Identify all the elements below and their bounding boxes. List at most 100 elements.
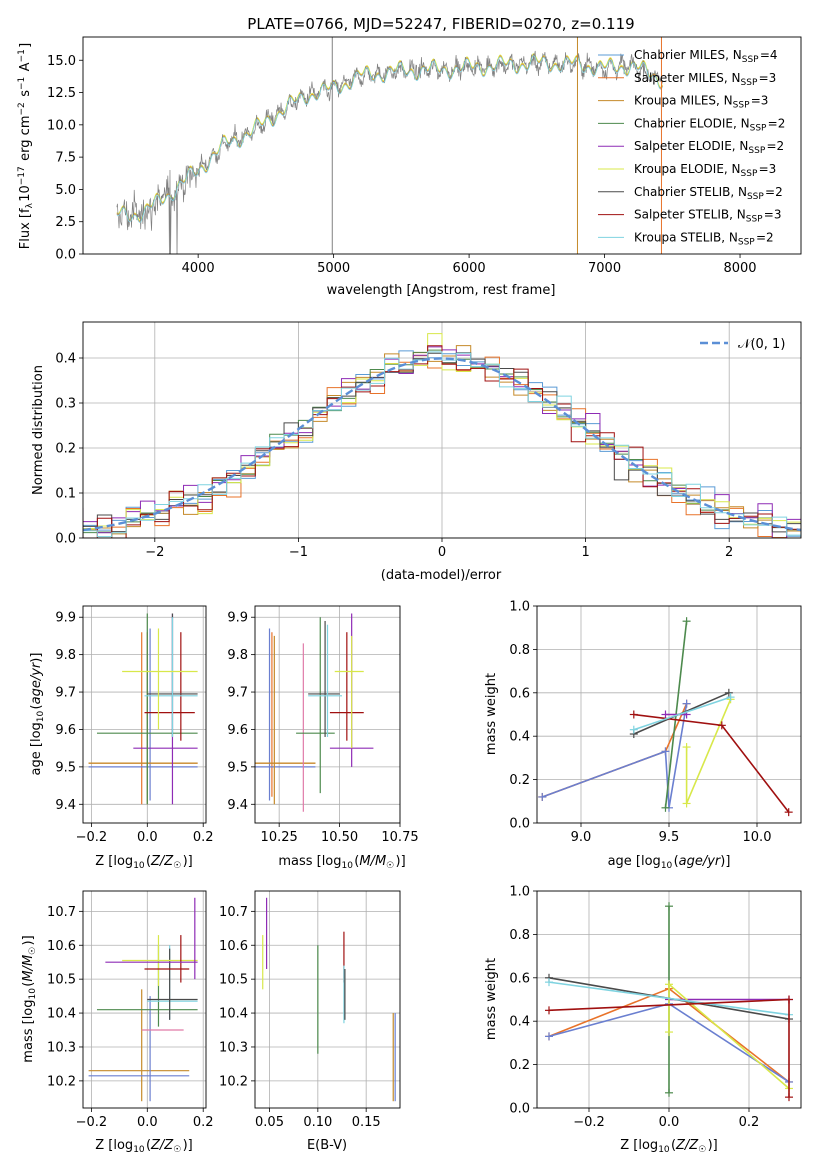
plot-area [83,322,801,538]
y-tick-label: 9.5 [227,760,248,775]
errorbar-marker [144,617,198,737]
y-tick-label: 0.3 [55,397,76,412]
y-tick-label: 0.4 [509,730,530,745]
y-tick-label: 9.7 [227,686,248,701]
x-tick-label: 7000 [588,261,621,276]
x-tick-label: 4000 [182,261,215,276]
x-tick-label: 9.0 [571,830,592,845]
errorbar-marker [88,628,198,801]
plot-area [83,891,206,1108]
axes-frame [254,890,401,1109]
axes-frame [536,605,802,824]
y-tick-label: 9.8 [55,648,76,663]
y-tick-label: 10.6 [219,939,248,954]
x-tick-label: −0.2 [573,1115,605,1130]
y-tick-label: 9.9 [55,611,76,626]
x-tick-label: 0.0 [659,1115,680,1130]
y-tick-label: 10.0 [47,118,76,133]
y-tick-label: 5.0 [55,183,76,198]
y-tick-label: 0.2 [509,773,530,788]
x-tick-label: 5000 [317,261,350,276]
figure-title: PLATE=0766, MJD=52247, FIBERID=0270, z=0… [247,15,634,33]
y-tick-label: 9.4 [55,798,76,813]
x-tick-label: 0.2 [739,1115,760,1130]
y-tick-label: 9.6 [55,723,76,738]
y-tick-label: 9.8 [227,648,248,663]
x-tick-label: 9.5 [659,830,680,845]
axes-weight-vs-z: −0.2 0.0 0.2 0.0 0.2 0.4 0.6 0.8 1.0 [509,885,802,1130]
y-tick-label: 0.4 [509,1015,530,1030]
y-axis-label: mass weight [484,958,499,1040]
legend-entry: Chabrier STELIB, NSSP =2 [634,185,783,202]
errorbar-marker [96,613,198,805]
y-tick-label: 0.0 [55,248,76,263]
axes-frame [254,605,401,824]
weight-line [548,981,790,1016]
weight-line [633,696,731,731]
x-tick-label: −0.2 [76,830,108,845]
axes-weight-vs-age: 9.0 9.5 10.0 0.0 0.2 0.4 0.6 0.8 1.0 [509,600,802,845]
axes-frame [82,321,802,539]
x-axis-label: (data-model)/error [381,568,502,583]
y-tick-label: 10.3 [47,1040,76,1055]
legend-entry: Kroupa MILES, NSSP =3 [634,94,768,111]
x-axis-label: mass [log10 (M/M☉ )] [278,854,405,871]
y-tick-label: 9.5 [55,760,76,775]
x-axis-label: Z [log10 (Z/Z☉ )] [95,1138,193,1155]
errorbar-marker [147,945,198,1020]
legend-entry: Kroupa ELODIE, NSSP =3 [634,162,776,179]
y-tick-label: 0.2 [509,1058,530,1073]
x-tick-label: 10.50 [321,830,358,845]
legend-entry: Chabrier MILES, NSSP =4 [634,48,778,65]
x-tick-label: −2 [145,545,164,560]
x-tick-label: 2 [725,545,733,560]
x-tick-label: 1 [581,545,589,560]
x-tick-label: 0.10 [303,1115,332,1130]
y-tick-label: 1.0 [509,885,530,900]
errorbar-marker [329,632,364,741]
legend-entry: Kroupa STELIB, NSSP =2 [634,230,774,247]
y-tick-label: 0.0 [509,817,530,832]
axes-frame [82,605,207,824]
x-tick-label: 10.25 [261,830,298,845]
plot-area [537,606,801,823]
y-tick-label: 10.2 [47,1074,76,1089]
y-tick-label: 1.0 [509,600,530,615]
y-tick-label: 0.8 [509,643,530,658]
axes-frame [82,36,802,255]
axes-mass-vs-ebv: 0.05 0.10 0.15 10.2 10.3 10.4 10.5 10.6 10.7 [219,890,401,1130]
spectrum-legend: Chabrier MILES, NSSP =4 Salpeter MILES, N… [598,48,785,247]
model-spectrum-kroupa-elodie [116,53,663,221]
errorbar-marker [308,624,342,737]
y-tick-label: 0.6 [509,686,530,701]
normal-curve [83,357,801,532]
x-tick-label: 0.0 [137,830,158,845]
axes-spectrum: 4000 5000 6000 7000 8000 0.0 2.5 5.0 7.5 10.0 12.5… [47,36,802,276]
errorbar-marker [255,632,316,797]
x-tick-label: 10.75 [381,830,418,845]
weight-line [542,703,688,808]
y-axis-label: mass [log10 (M/M☉ )] [21,935,38,1062]
y-tick-label: 10.4 [219,1007,248,1022]
legend-entry: Chabrier ELODIE, NSSP =2 [634,116,785,133]
errorbar-marker [255,635,316,805]
axes-frame [536,890,802,1109]
errorbar-marker [122,935,198,986]
y-tick-label: 0.6 [509,971,530,986]
x-axis-label: E(B-V) [307,1138,347,1153]
y-tick-label: 7.5 [55,151,76,166]
errorbar-marker [296,617,335,794]
y-tick-label: 0.1 [55,487,76,502]
plot-area [255,606,400,823]
legend-entry: 𝒩(0, 1) [738,337,785,352]
x-axis-label: age [log10 (age/yr)] [608,854,731,871]
x-tick-label: 0.15 [352,1115,381,1130]
plot-area [116,37,664,254]
y-tick-label: 10.5 [47,973,76,988]
legend-entry: Salpeter ELODIE, NSSP =2 [634,139,784,156]
y-tick-label: 0.0 [55,532,76,547]
y-tick-label: 10.6 [47,939,76,954]
x-tick-label: −0.2 [76,1115,108,1130]
y-tick-label: 9.6 [227,723,248,738]
y-tick-label: 0.8 [509,928,530,943]
